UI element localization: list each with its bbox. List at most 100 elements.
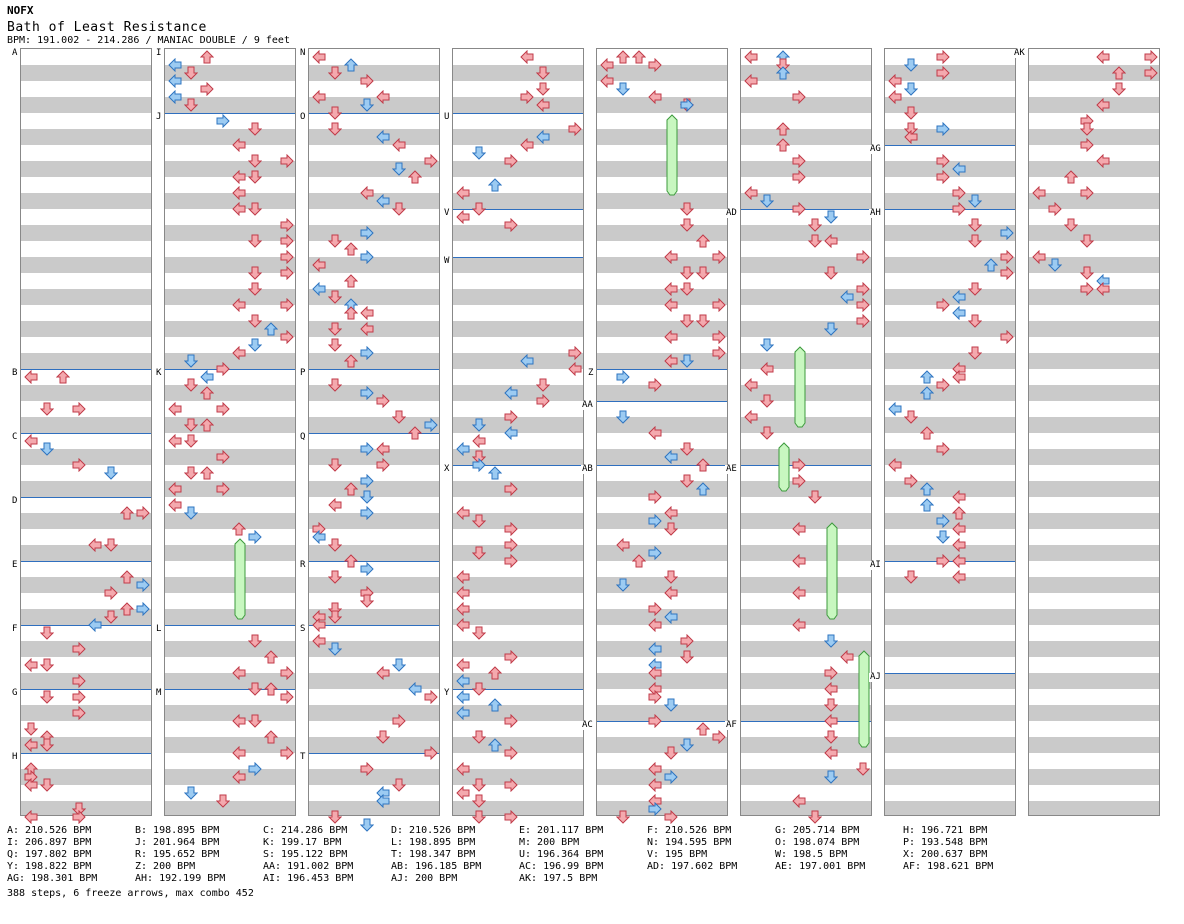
bpm-entry: P: 193.548 BPM (903, 837, 988, 848)
step-arrow-down-icon (328, 458, 342, 472)
bpm-entry: M: 200 BPM (519, 837, 580, 848)
step-arrow-left-icon (232, 170, 246, 184)
bpm-entry: C: 214.286 BPM (263, 825, 348, 836)
step-arrow-left-icon (952, 370, 966, 384)
step-arrow-up-icon (200, 466, 214, 480)
step-arrow-right-icon (360, 226, 374, 240)
section-label: AF (725, 720, 738, 730)
section-line (165, 625, 295, 626)
step-arrow-down-icon (328, 538, 342, 552)
step-arrow-up-icon (1064, 170, 1078, 184)
step-arrow-down-icon (616, 810, 630, 824)
bpm-entry: AE: 197.001 BPM (775, 861, 866, 872)
bpm-entry: R: 195.652 BPM (135, 849, 220, 860)
step-arrow-down-icon (328, 810, 342, 824)
section-label: H (11, 752, 19, 762)
step-arrow-right-icon (1000, 226, 1014, 240)
step-arrow-down-icon (472, 794, 486, 808)
step-arrow-right-icon (360, 474, 374, 488)
section-line (741, 721, 871, 722)
step-arrow-right-icon (392, 714, 406, 728)
step-arrow-down-icon (328, 290, 342, 304)
bpm-entry: L: 198.895 BPM (391, 837, 476, 848)
step-arrow-right-icon (72, 458, 86, 472)
step-arrow-right-icon (1000, 266, 1014, 280)
bpm-entry: S: 195.122 BPM (263, 849, 348, 860)
step-arrow-right-icon (792, 90, 806, 104)
step-arrow-left-icon (472, 434, 486, 448)
step-arrow-left-icon (520, 138, 534, 152)
step-arrow-left-icon (536, 98, 550, 112)
step-arrow-up-icon (696, 722, 710, 736)
bpm-entry: AK: 197.5 BPM (519, 873, 598, 884)
step-arrow-down-icon (184, 354, 198, 368)
step-arrow-left-icon (456, 442, 470, 456)
step-arrow-down-icon (104, 466, 118, 480)
step-arrow-left-icon (1096, 98, 1110, 112)
step-arrow-right-icon (504, 810, 518, 824)
step-arrow-down-icon (776, 58, 790, 72)
section-line (885, 145, 1015, 146)
step-arrow-right-icon (952, 202, 966, 216)
step-arrow-down-icon (184, 418, 198, 432)
step-arrow-left-icon (600, 74, 614, 88)
bpm-entry: AG: 198.301 BPM (7, 873, 98, 884)
step-arrow-left-icon (328, 498, 342, 512)
section-line (597, 465, 727, 466)
step-arrow-down-icon (328, 378, 342, 392)
section-line (453, 465, 583, 466)
section-line (309, 625, 439, 626)
step-arrow-right-icon (360, 762, 374, 776)
step-arrow-left-icon (88, 538, 102, 552)
step-arrow-down-icon (360, 594, 374, 608)
step-arrow-down-icon (680, 202, 694, 216)
step-arrow-up-icon (920, 498, 934, 512)
step-arrow-left-icon (408, 682, 422, 696)
step-arrow-down-icon (680, 266, 694, 280)
step-arrow-down-icon (824, 698, 838, 712)
bpm-entry: N: 194.595 BPM (647, 837, 732, 848)
step-arrow-up-icon (488, 666, 502, 680)
step-arrow-right-icon (360, 250, 374, 264)
step-arrow-right-icon (280, 234, 294, 248)
step-arrow-down-icon (328, 338, 342, 352)
step-arrow-down-icon (472, 546, 486, 560)
step-arrow-right-icon (904, 474, 918, 488)
step-arrow-left-icon (232, 202, 246, 216)
step-arrow-right-icon (1144, 66, 1158, 80)
step-arrow-up-icon (408, 170, 422, 184)
step-arrow-down-icon (248, 682, 262, 696)
step-arrow-left-icon (376, 442, 390, 456)
bpm-entry: AB: 196.185 BPM (391, 861, 482, 872)
step-arrow-down-icon (824, 210, 838, 224)
bpm-entry: V: 195 BPM (647, 849, 708, 860)
section-line (597, 721, 727, 722)
step-arrow-right-icon (712, 346, 726, 360)
step-arrow-down-icon (328, 322, 342, 336)
section-label: D (11, 496, 19, 506)
step-arrow-left-icon (600, 58, 614, 72)
bpm-entry: J: 201.964 BPM (135, 837, 220, 848)
step-arrow-down-icon (1080, 122, 1094, 136)
step-arrow-left-icon (888, 90, 902, 104)
step-arrow-up-icon (776, 138, 790, 152)
step-arrow-left-icon (824, 714, 838, 728)
chart-column (452, 48, 584, 824)
step-arrow-down-icon (472, 626, 486, 640)
step-arrow-left-icon (616, 538, 630, 552)
step-arrow-down-icon (248, 714, 262, 728)
step-arrow-right-icon (664, 810, 678, 824)
bpm-entry: T: 198.347 BPM (391, 849, 476, 860)
chart-column (164, 48, 296, 816)
section-label: AE (725, 464, 738, 474)
step-arrow-right-icon (280, 666, 294, 680)
step-arrow-left-icon (744, 50, 758, 64)
section-label: K (155, 368, 163, 378)
step-arrow-left-icon (456, 618, 470, 632)
step-arrow-left-icon (456, 186, 470, 200)
step-arrow-left-icon (1032, 186, 1046, 200)
step-arrow-left-icon (952, 490, 966, 504)
step-arrow-left-icon (792, 554, 806, 568)
bpm-entry: AF: 198.621 BPM (903, 861, 994, 872)
step-arrow-down-icon (328, 122, 342, 136)
